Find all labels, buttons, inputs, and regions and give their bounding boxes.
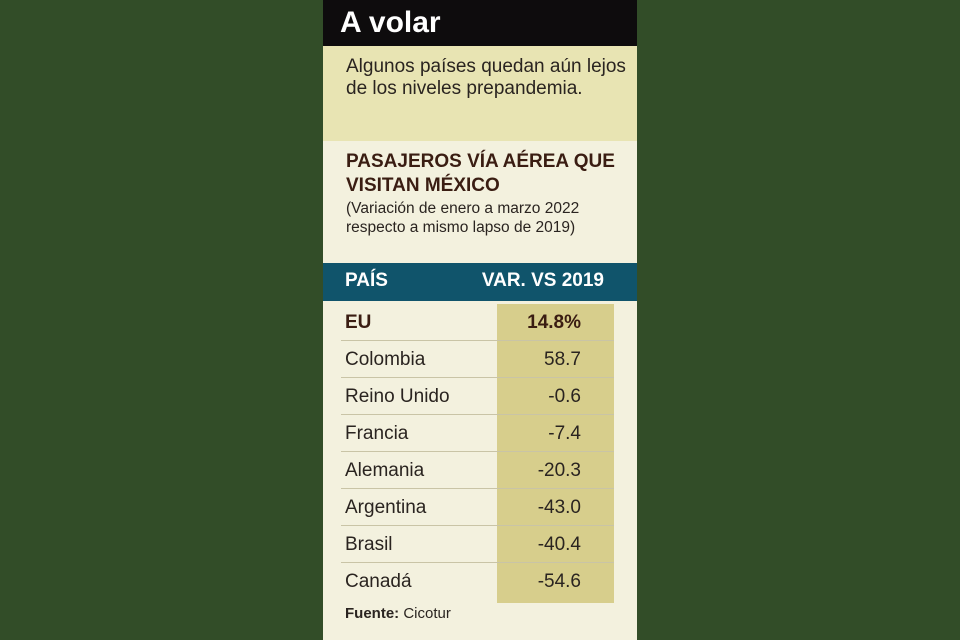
country-cell: Colombia — [345, 349, 426, 370]
variation-cell: -40.4 — [537, 534, 581, 555]
table-header: PAÍS VAR. VS 2019 — [323, 263, 637, 301]
row-divider — [341, 488, 614, 489]
variation-cell: -43.0 — [537, 497, 581, 518]
column-header-country: PAÍS — [345, 270, 388, 291]
table-row: EU 14.8% — [323, 304, 637, 341]
row-divider — [341, 562, 614, 563]
row-divider — [341, 377, 614, 378]
table-row: Alemania -20.3 — [323, 452, 637, 489]
country-cell: Canadá — [345, 571, 412, 592]
country-cell: Reino Unido — [345, 386, 450, 407]
table-row: Colombia 58.7 — [323, 341, 637, 378]
row-divider — [341, 525, 614, 526]
country-cell: EU — [345, 312, 372, 333]
source-text: Cicotur — [403, 605, 451, 622]
country-cell: Francia — [345, 423, 409, 444]
variation-cell: -20.3 — [537, 460, 581, 481]
deck-box: Algunos países quedan aún lejos de los n… — [323, 46, 637, 141]
variation-cell: 58.7 — [544, 349, 581, 370]
country-cell: Brasil — [345, 534, 393, 555]
source-label: Fuente: — [345, 605, 400, 622]
variation-cell: -0.6 — [548, 386, 581, 407]
chart-subtitle: (Variación de enero a marzo 2022 respect… — [346, 200, 580, 236]
variation-cell: -54.6 — [537, 571, 581, 592]
chart-title: PASAJEROS VÍA AÉREA QUE VISITAN MÉXICO — [346, 151, 615, 196]
headline: A volar — [340, 6, 441, 39]
country-cell: Alemania — [345, 460, 425, 481]
source-note: Fuente: Cicotur — [345, 604, 451, 624]
country-cell: Argentina — [345, 497, 427, 518]
row-divider — [341, 340, 614, 341]
row-divider — [341, 414, 614, 415]
variation-cell: -7.4 — [548, 423, 581, 444]
table-row: Canadá -54.6 — [323, 563, 637, 600]
table-row: Francia -7.4 — [323, 415, 637, 452]
variation-cell: 14.8% — [527, 312, 581, 333]
infographic-card: A volar Algunos países quedan aún lejos … — [323, 0, 637, 640]
table-row: Argentina -43.0 — [323, 489, 637, 526]
deck-text: Algunos países quedan aún lejos de los n… — [346, 56, 626, 99]
row-divider — [341, 451, 614, 452]
column-header-variation: VAR. VS 2019 — [481, 270, 604, 291]
table-row: Brasil -40.4 — [323, 526, 637, 563]
table-row: Reino Unido -0.6 — [323, 378, 637, 415]
value-column-band — [497, 304, 614, 603]
headline-bar: A volar — [323, 0, 637, 46]
